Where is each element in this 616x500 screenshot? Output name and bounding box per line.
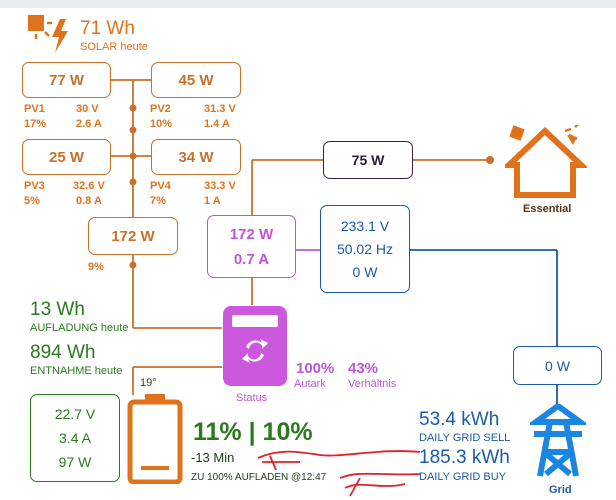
pv3-voltage: 32.6 V bbox=[73, 180, 105, 192]
battery-soc: 11% | 10% bbox=[193, 418, 313, 446]
pv-total-power-box[interactable]: 172 W bbox=[88, 217, 178, 255]
pv2-voltage: 31.3 V bbox=[204, 103, 236, 115]
inverter-box[interactable]: 172 W 0.7 A bbox=[207, 215, 296, 278]
top-bar bbox=[0, 0, 616, 8]
inverter-power: 172 W bbox=[229, 225, 274, 243]
grid-stats-box[interactable]: 233.1 V 50.02 Hz 0 W bbox=[320, 205, 410, 293]
pv2-power-box[interactable]: 45 W bbox=[151, 62, 241, 98]
grid-frequency: 50.02 Hz bbox=[336, 241, 394, 257]
grid-power-box[interactable]: 0 W bbox=[513, 346, 602, 385]
battery-full-charge-time: ZU 100% AUFLADEN @12:47 bbox=[191, 472, 327, 483]
grid-voltage: 233.1 V bbox=[340, 218, 390, 234]
charge-today-label: AUFLADUNG heute bbox=[30, 322, 129, 334]
pv4-power-box[interactable]: 34 W bbox=[151, 139, 241, 175]
sun-icon bbox=[26, 13, 72, 60]
pv3-power-box[interactable]: 25 W bbox=[22, 139, 111, 175]
pv-total-percent: 9% bbox=[88, 261, 104, 273]
pv4-voltage: 33.3 V bbox=[204, 180, 236, 192]
pv2-percent: 10% bbox=[150, 118, 173, 130]
pv4-percent: 7% bbox=[150, 195, 166, 207]
pv4-current: 1 A bbox=[204, 195, 221, 207]
autark-value: 100% bbox=[296, 360, 335, 377]
status-device-icon[interactable] bbox=[222, 305, 288, 392]
battery-stats-box[interactable]: 22.7 V 3.4 A 97 W bbox=[30, 394, 120, 482]
pv1-label: PV1 bbox=[24, 103, 45, 115]
pv2-label: PV2 bbox=[150, 103, 171, 115]
grid-tower-icon bbox=[526, 402, 590, 487]
autark-label: Autark bbox=[294, 378, 326, 390]
pv3-current: 0.8 A bbox=[76, 195, 102, 207]
charge-today-value: 13 Wh bbox=[30, 299, 85, 320]
pv3-percent: 5% bbox=[24, 195, 40, 207]
pv2-current: 1.4 A bbox=[204, 118, 230, 130]
status-label: Status bbox=[236, 392, 268, 404]
daily-grid-sell-label: DAILY GRID SELL bbox=[419, 432, 511, 444]
battery-power: 97 W bbox=[58, 454, 92, 470]
pv1-power-box[interactable]: 77 W bbox=[22, 62, 111, 98]
pv1-percent: 17% bbox=[24, 118, 47, 130]
battery-voltage: 22.7 V bbox=[54, 406, 96, 422]
ratio-value: 43% bbox=[348, 360, 379, 377]
pv3-label: PV3 bbox=[24, 180, 45, 192]
battery-time-remaining: -13 Min bbox=[191, 450, 235, 465]
daily-grid-sell-value: 53.4 kWh bbox=[419, 409, 500, 430]
discharge-today-value: 894 Wh bbox=[30, 342, 96, 363]
daily-grid-buy-label: DAILY GRID BUY bbox=[419, 471, 507, 483]
battery-icon bbox=[127, 392, 183, 489]
essential-label: Essential bbox=[523, 203, 572, 215]
battery-temperature: 19° bbox=[140, 377, 157, 389]
pv1-voltage: 30 V bbox=[76, 103, 99, 115]
solar-today-value: 71 Wh bbox=[80, 18, 135, 39]
essential-power-box[interactable]: 75 W bbox=[323, 141, 413, 179]
grid-stats-power: 0 W bbox=[352, 264, 378, 280]
battery-current: 3.4 A bbox=[59, 430, 91, 446]
pv4-label: PV4 bbox=[150, 180, 171, 192]
discharge-today-label: ENTNAHME heute bbox=[30, 365, 123, 377]
ratio-label: Verhältnis bbox=[348, 378, 397, 390]
solar-today-label: SOLAR heute bbox=[80, 41, 148, 53]
inverter-current: 0.7 A bbox=[233, 250, 270, 268]
grid-label: Grid bbox=[549, 484, 572, 496]
pv1-current: 2.6 A bbox=[76, 118, 102, 130]
daily-grid-buy-value: 185.3 kWh bbox=[419, 447, 510, 468]
